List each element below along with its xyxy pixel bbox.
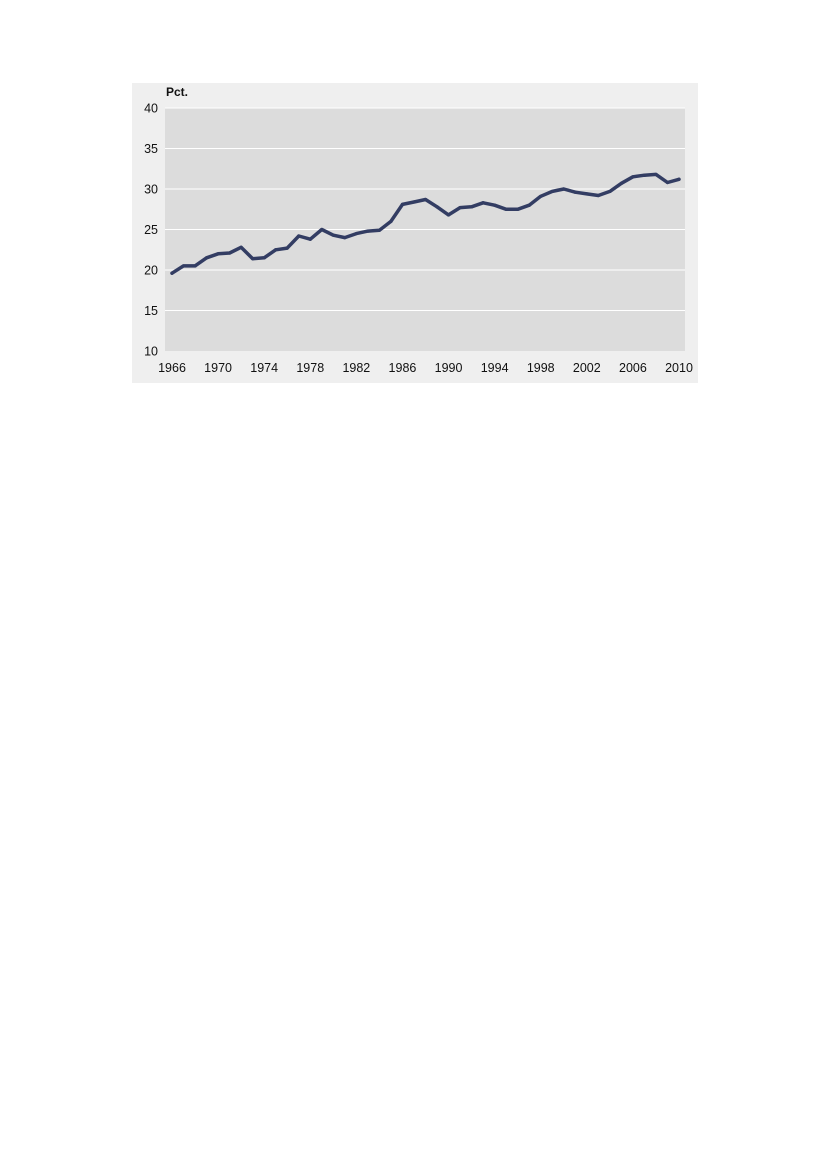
- x-tick-label: 2006: [619, 361, 647, 375]
- data-point: [193, 264, 197, 268]
- data-point: [320, 227, 324, 232]
- x-tick-label: 1982: [342, 361, 370, 375]
- data-point: [412, 200, 416, 204]
- y-tick-label: 30: [144, 183, 158, 197]
- data-point: [631, 175, 635, 179]
- data-point: [504, 207, 508, 211]
- data-point: [239, 245, 243, 249]
- x-tick-label: 1974: [250, 361, 278, 375]
- data-point: [435, 205, 439, 209]
- y-tick-label: 15: [144, 304, 158, 318]
- data-point: [181, 264, 186, 268]
- data-point: [343, 236, 347, 240]
- data-point: [274, 248, 278, 252]
- data-point: [400, 202, 405, 206]
- data-point: [596, 193, 600, 198]
- y-tick-label: 35: [144, 142, 158, 156]
- data-point: [228, 251, 232, 255]
- data-point: [204, 256, 209, 260]
- y-tick-label: 40: [144, 102, 158, 116]
- x-axis-ticks: 1966 1970 1974 1978 1982 1986 1990 1994 1998 2002…: [158, 361, 693, 375]
- gridlines: [165, 107, 685, 311]
- data-point: [562, 187, 566, 191]
- data-point: [331, 233, 335, 237]
- data-point: [642, 173, 647, 177]
- data-point: [493, 203, 497, 207]
- data-point: [308, 237, 312, 241]
- data-point: [458, 206, 462, 210]
- data-point: [469, 205, 474, 209]
- y-tick-label: 10: [144, 345, 158, 359]
- y-tick-label: 20: [144, 264, 158, 278]
- data-point: [665, 180, 670, 185]
- data-point: [285, 246, 289, 250]
- data-point: [585, 192, 589, 196]
- data-point: [377, 228, 382, 232]
- x-tick-label: 1994: [481, 361, 509, 375]
- x-tick-label: 1966: [158, 361, 186, 375]
- data-point: [619, 181, 623, 185]
- x-tick-label: 1990: [435, 361, 463, 375]
- data-point: [262, 256, 266, 260]
- data-point: [539, 194, 543, 198]
- data-point: [216, 252, 220, 256]
- y-axis-ticks: 10 15 20 25 30 35 40: [144, 102, 158, 359]
- x-tick-label: 1998: [527, 361, 555, 375]
- data-point: [170, 271, 174, 275]
- x-tick-label: 2002: [573, 361, 601, 375]
- x-tick-label: 2010: [665, 361, 693, 375]
- y-tick-label: 25: [144, 223, 158, 237]
- data-point: [481, 201, 485, 205]
- x-tick-label: 1978: [296, 361, 324, 375]
- data-point: [573, 190, 577, 194]
- data-point: [297, 234, 301, 238]
- data-point: [654, 172, 658, 177]
- x-tick-label: 1970: [204, 361, 232, 375]
- data-point: [516, 207, 520, 211]
- data-point: [251, 257, 255, 261]
- data-point: [446, 213, 451, 217]
- data-point: [389, 219, 393, 223]
- data-point: [366, 229, 370, 233]
- chart-panel: 10 15 20 25 30 35 40 1966 1970 1974 1978 1982 1986 1…: [132, 83, 698, 383]
- data-point: [550, 189, 554, 194]
- x-tick-label: 1986: [389, 361, 417, 375]
- data-point: [527, 203, 531, 207]
- series-layer: [170, 172, 681, 275]
- y-axis-unit-label: Pct.: [166, 85, 188, 99]
- data-point: [677, 177, 681, 181]
- data-point: [423, 197, 428, 202]
- data-point: [354, 231, 358, 236]
- data-point: [608, 189, 612, 194]
